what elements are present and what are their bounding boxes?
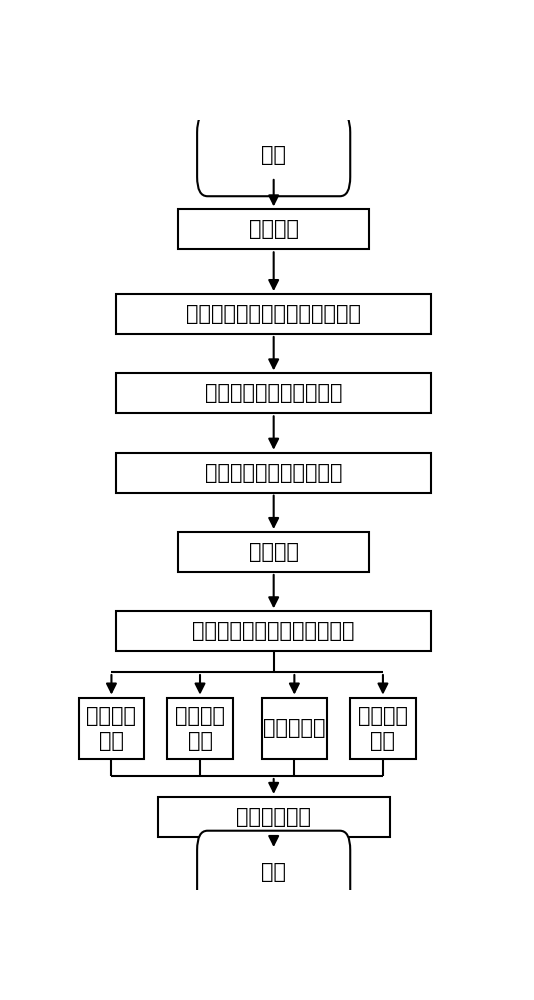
Bar <box>116 294 431 334</box>
Bar <box>116 373 431 413</box>
Text: 主筋间距
计算: 主筋间距 计算 <box>87 706 137 751</box>
Text: 手动剔除明显的外部点云: 手动剔除明显的外部点云 <box>205 383 342 403</box>
Bar <box>167 698 233 759</box>
Bar <box>178 532 369 572</box>
Bar <box>158 797 390 837</box>
Text: 平面度计算: 平面度计算 <box>263 718 326 738</box>
Text: 端头长度
计算: 端头长度 计算 <box>175 706 225 751</box>
Text: 钢筋圆心提取、圆柱轴线提取: 钢筋圆心提取、圆柱轴线提取 <box>192 621 355 641</box>
Bar <box>178 209 369 249</box>
Bar <box>116 611 431 651</box>
FancyBboxPatch shape <box>197 113 350 196</box>
Text: 网片质量评价: 网片质量评价 <box>236 807 311 827</box>
Bar <box>116 453 431 493</box>
Text: 利用标靶控制点拼接点云: 利用标靶控制点拼接点云 <box>205 463 342 483</box>
Text: 自动去噪: 自动去噪 <box>249 542 299 562</box>
Text: 结束: 结束 <box>261 862 286 882</box>
Text: 开始: 开始 <box>261 145 286 165</box>
Bar <box>262 698 327 759</box>
Text: 钢筋部品三维激光点云数据采集: 钢筋部品三维激光点云数据采集 <box>186 304 361 324</box>
Bar <box>350 698 415 759</box>
Bar <box>78 698 144 759</box>
Text: 网面夹角
计算: 网面夹角 计算 <box>358 706 408 751</box>
Text: 靶球安装: 靶球安装 <box>249 219 299 239</box>
FancyBboxPatch shape <box>197 831 350 914</box>
